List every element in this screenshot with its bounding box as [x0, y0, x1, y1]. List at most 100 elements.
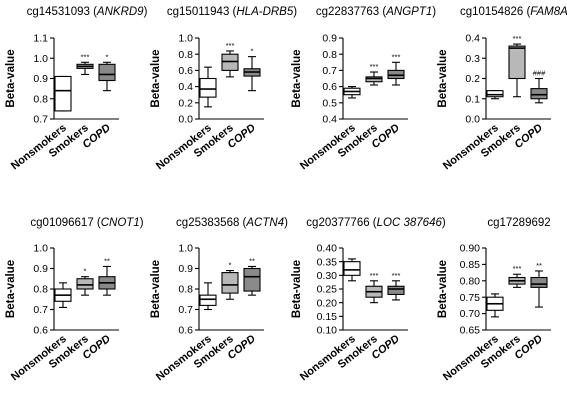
box-smokers: ***	[508, 264, 526, 288]
panel-title-gene: ACTN4	[245, 217, 284, 229]
box-nonsmokers	[199, 66, 217, 108]
y-axis-label: Beta-value	[437, 49, 449, 107]
box-nonsmokers	[343, 258, 361, 282]
y-tick-label: 0.15	[317, 311, 338, 323]
y-tick-label: 0.8	[322, 49, 337, 61]
panel-title-gene: FAM8A1	[530, 6, 567, 18]
y-tick-label: 0.9	[322, 33, 337, 45]
significance-marker: **	[536, 261, 542, 270]
y-tick-label: 0.2	[465, 73, 480, 85]
chart-panel-6: cg25383568 (ACTN4) Beta-value 0.6 0.7 0.8 0.9…	[150, 217, 288, 383]
box-iqr	[387, 285, 405, 296]
panel-title: cg17289692	[487, 217, 550, 229]
y-tick-label: 0.1	[465, 93, 480, 105]
panel-title-close: )	[284, 217, 288, 229]
significance-marker: ***	[81, 52, 90, 61]
y-tick-label: 1.1	[33, 33, 48, 45]
box-iqr	[54, 75, 72, 112]
y-tick-label: 0.7	[33, 304, 48, 316]
y-tick-label: 0.80	[460, 275, 481, 287]
y-tick-label: 0.2	[178, 97, 193, 109]
box-copd: ***	[387, 52, 405, 86]
panel-title: cg25383568 (ACTN4)	[176, 217, 288, 229]
y-axis-label: Beta-value	[150, 260, 162, 318]
significance-marker: ***	[513, 34, 522, 43]
y-tick-label: 0.4	[465, 33, 480, 45]
panel-title-probe: cg25383568 (	[176, 217, 247, 229]
box-copd: *	[243, 47, 261, 92]
y-tick-label: 0.6	[178, 65, 193, 77]
y-tick-label: 0.8	[178, 284, 193, 296]
y-tick-label: 0.9	[33, 73, 48, 85]
panel-title-gene: HLA-DRB5	[236, 6, 293, 18]
box-smokers: ***	[76, 52, 94, 75]
y-tick-label: 0.35	[317, 256, 338, 268]
box-nonsmokers	[343, 86, 361, 99]
panel-title: cg15011943 (HLA-DRB5)	[167, 6, 297, 18]
significance-marker: ***	[392, 52, 401, 61]
y-tick-label: 0.8	[33, 284, 48, 296]
panel-title-probe: cg10154826 (	[460, 6, 531, 18]
panel-title-close: )	[144, 6, 148, 18]
y-tick-label: 0.7	[322, 65, 337, 77]
box-iqr	[530, 276, 548, 288]
panel-title-gene: LOC 387646	[377, 217, 443, 229]
box-iqr	[530, 88, 548, 100]
y-tick-label: 0.6	[178, 325, 193, 337]
box-iqr	[199, 77, 217, 98]
panel-title-close: )	[293, 6, 297, 18]
box-iqr	[243, 267, 261, 292]
y-tick-label: 0.70	[460, 308, 481, 320]
chart-panel-7: cg20377766 (LOC 387646) Beta-value 0.10 0.1…	[291, 217, 446, 383]
y-tick-label: 0.4	[322, 114, 337, 126]
y-tick-label: 0.0	[178, 114, 193, 126]
significance-marker: **	[249, 256, 255, 265]
panel-title: cg14531093 (ANKRD9)	[27, 6, 148, 18]
box-iqr	[221, 53, 239, 71]
y-axis-label: Beta-value	[5, 260, 17, 318]
box-smokers: *	[76, 267, 94, 296]
panel-title-close: )	[140, 217, 144, 229]
panel-title: cg20377766 (LOC 387646)	[306, 217, 446, 229]
panel-title: cg10154826 (FAM8A1)	[460, 6, 567, 18]
y-tick-label: 1.0	[178, 33, 193, 45]
panel-title-gene: ANKRD9	[96, 6, 144, 18]
box-iqr	[221, 272, 239, 294]
y-tick-label: 0.75	[460, 292, 481, 304]
y-tick-label: 1.0	[33, 243, 48, 255]
panel-title-probe: cg20377766 (	[306, 217, 377, 229]
y-tick-label: 1.0	[178, 243, 193, 255]
y-tick-label: 0.6	[322, 81, 337, 93]
y-tick-label: 1.0	[33, 53, 48, 65]
chart-panel-5: cg01096617 (CNOT1) Beta-value 0.6 0.7 0.8 0.9…	[5, 217, 144, 383]
significance-marker: ***	[226, 41, 235, 50]
box-nonsmokers	[54, 75, 72, 112]
box-copd: **	[98, 256, 116, 296]
y-axis-label: Beta-value	[5, 49, 17, 107]
significance-marker: ***	[370, 271, 379, 280]
panel-title-probe: cg17289692	[487, 217, 550, 229]
significance-marker: *	[84, 267, 87, 276]
box-copd: ###	[530, 69, 548, 104]
panel-title: cg22837763 (ANGPT1)	[316, 6, 436, 18]
chart-panel-4: cg10154826 (FAM8A1) Beta-value 0.0 0.1 0.2 0.…	[437, 6, 567, 172]
significance-marker: ***	[370, 62, 379, 71]
significance-marker: ***	[392, 271, 401, 280]
significance-marker: *	[229, 261, 232, 270]
box-iqr	[387, 69, 405, 80]
chart-panel-8: cg17289692 Beta-value 0.65 0.70 0.75 0.80 0.85…	[437, 217, 551, 383]
significance-marker: **	[104, 256, 110, 265]
box-iqr	[365, 76, 383, 83]
box-smokers: ***	[508, 34, 526, 98]
panel-title-probe: cg01096617 (	[30, 217, 101, 229]
panel-title: cg01096617 (CNOT1)	[30, 217, 143, 229]
y-tick-label: 0.7	[33, 114, 48, 126]
y-tick-label: 0.25	[317, 284, 338, 296]
box-iqr	[508, 45, 526, 80]
y-tick-label: 0.65	[460, 325, 481, 337]
significance-marker: *	[251, 47, 254, 56]
box-nonsmokers	[486, 293, 504, 318]
chart-panel-3: cg22837763 (ANGPT1) Beta-value 0.4 0.5 0.6 0.…	[291, 6, 436, 172]
box-iqr	[343, 261, 361, 276]
y-axis-label: Beta-value	[291, 260, 303, 318]
